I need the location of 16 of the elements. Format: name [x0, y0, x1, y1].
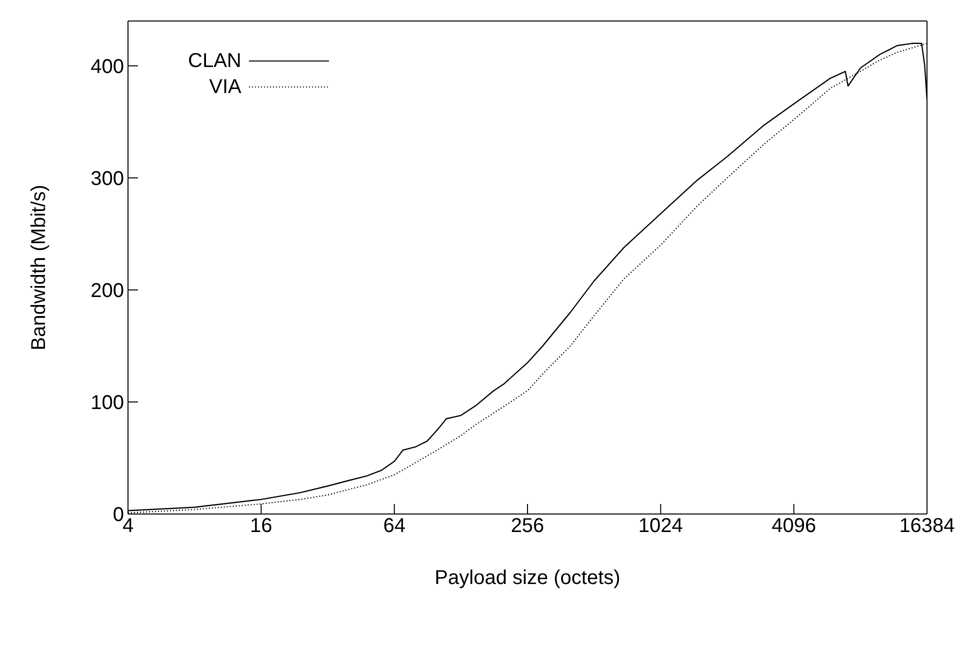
x-tick-label: 4096 [772, 515, 816, 538]
x-tick-label: 1024 [638, 515, 683, 538]
x-tick-label: 16 [250, 515, 272, 538]
legend-label: VIA [209, 76, 242, 98]
y-tick-label: 100 [90, 392, 124, 414]
x-tick-label: 4 [122, 515, 134, 538]
x-tick-label: 64 [383, 515, 406, 538]
y-tick-label: 0 [112, 504, 124, 526]
y-tick-label: 400 [90, 56, 124, 78]
x-tick-label: 256 [510, 515, 544, 538]
legend-label: CLAN [188, 50, 242, 72]
y-tick-label: 300 [90, 168, 124, 190]
y-tick-label: 200 [90, 280, 124, 302]
y-axis-title: Bandwidth (Mbit/s) [28, 184, 50, 350]
x-axis-title: Payload size (octets) [434, 567, 620, 589]
x-tick-label: 16384 [899, 515, 955, 538]
